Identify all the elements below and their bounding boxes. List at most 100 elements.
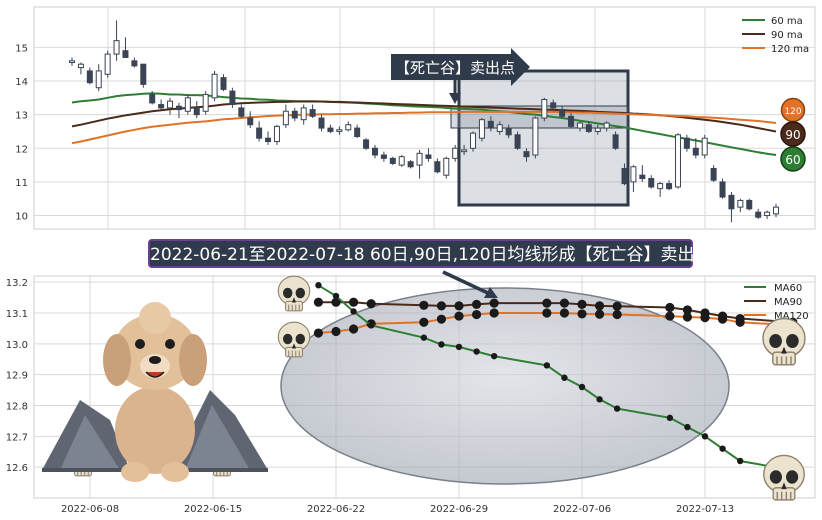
- candle-body: [568, 115, 575, 127]
- top-legend: 60 ma 90 ma 120 ma: [742, 16, 809, 55]
- candle-up: [336, 126, 343, 135]
- candle-up: [398, 155, 405, 167]
- banner-pointer-arrow: [442, 270, 498, 298]
- candle-body: [273, 125, 280, 143]
- candle-body: [478, 119, 485, 139]
- candle-up: [478, 118, 485, 142]
- point-MA90: [542, 298, 552, 308]
- candle-body: [131, 60, 138, 67]
- candle-up: [300, 104, 307, 125]
- candle-down: [318, 114, 325, 132]
- candle-body: [621, 167, 628, 185]
- candle-body: [585, 124, 592, 132]
- point-MA120: [542, 308, 552, 318]
- candle-body: [184, 97, 191, 112]
- bottom-y-tick-label: 12.6: [6, 463, 28, 474]
- candle-down: [746, 198, 753, 211]
- candle-down: [247, 111, 254, 129]
- signal-banner: 2022-06-21至2022-07-18 60日,90日,120日均线形成【死…: [148, 239, 712, 268]
- candle-down: [327, 124, 334, 134]
- death-valley-ellipse: [280, 287, 730, 485]
- point-MA60: [367, 322, 375, 329]
- candle-up: [95, 64, 102, 92]
- badge-label-120: 120: [784, 107, 801, 117]
- candle-up: [77, 62, 84, 75]
- candle-up: [594, 124, 601, 135]
- candle-body: [719, 181, 726, 198]
- mountains-illustration: [42, 390, 268, 472]
- bottom-y-tick-label: 12.7: [6, 432, 28, 443]
- candle-body: [559, 109, 566, 117]
- dog-illustration: [103, 302, 207, 482]
- candle-body: [95, 70, 102, 89]
- candle-down: [434, 158, 441, 174]
- point-MA90: [489, 298, 499, 308]
- candle-down: [425, 148, 432, 162]
- bottom-x-tick-label: 2022-07-13: [676, 504, 734, 515]
- candle-down: [523, 148, 530, 162]
- candle-up: [202, 91, 209, 115]
- candle-up: [737, 198, 744, 213]
- candlesticks: [69, 20, 779, 223]
- candle-down: [514, 131, 521, 150]
- candle-down: [407, 160, 414, 169]
- candle-down: [86, 67, 93, 85]
- candle-up: [282, 104, 289, 129]
- point-MA120: [612, 309, 622, 320]
- bottom-y-tick-label: 13.1: [6, 309, 28, 320]
- candle-up: [69, 57, 75, 66]
- point-MA60: [578, 383, 586, 391]
- candle-up: [184, 94, 191, 115]
- candle-up: [603, 121, 610, 132]
- candle-body: [86, 70, 93, 84]
- candle-down: [666, 180, 673, 191]
- candle-down: [158, 99, 165, 110]
- candle-up: [113, 20, 120, 61]
- candle-down: [193, 101, 200, 118]
- candle-body: [300, 107, 307, 121]
- candle-body: [318, 117, 325, 129]
- bottom-moving-averages: [313, 282, 798, 474]
- candle-up: [764, 210, 771, 219]
- point-MA60: [719, 445, 726, 452]
- candle-down: [229, 87, 236, 108]
- candle-down: [175, 102, 182, 118]
- candle-body: [773, 206, 779, 215]
- point-MA60: [420, 334, 428, 341]
- candle-up: [674, 133, 681, 189]
- series-MA90: [313, 297, 798, 327]
- candle-body: [576, 122, 583, 129]
- point-MA90: [665, 302, 675, 313]
- point-MA120: [419, 317, 429, 327]
- skull-icon: [277, 275, 311, 312]
- candle-body: [149, 93, 156, 104]
- candle-up: [443, 156, 450, 179]
- top-grid: [34, 7, 815, 229]
- point-MA90: [594, 301, 605, 311]
- point-MA120: [313, 328, 324, 338]
- top-y-tick-label: 12: [15, 144, 28, 155]
- candle-down: [122, 37, 129, 58]
- candle-up: [496, 121, 503, 135]
- candle-body: [666, 183, 673, 190]
- point-MA60: [613, 405, 621, 412]
- point-MA60: [543, 362, 551, 369]
- point-MA60: [701, 433, 709, 440]
- candle-body: [398, 156, 405, 166]
- candle-body: [764, 211, 771, 217]
- point-MA120: [559, 308, 570, 318]
- candle-body: [674, 134, 681, 188]
- candle-body: [77, 63, 84, 69]
- point-MA120: [577, 309, 587, 319]
- point-MA120: [454, 311, 464, 321]
- candle-body: [487, 120, 494, 129]
- badge-90: [780, 121, 806, 147]
- candle-body: [265, 137, 272, 143]
- candle-up: [576, 121, 583, 132]
- candle-body: [69, 60, 75, 63]
- bottom-legend: MA60 MA90 MA120: [744, 283, 809, 322]
- candle-body: [122, 50, 129, 58]
- candle-body: [167, 100, 174, 109]
- candle-down: [238, 104, 245, 118]
